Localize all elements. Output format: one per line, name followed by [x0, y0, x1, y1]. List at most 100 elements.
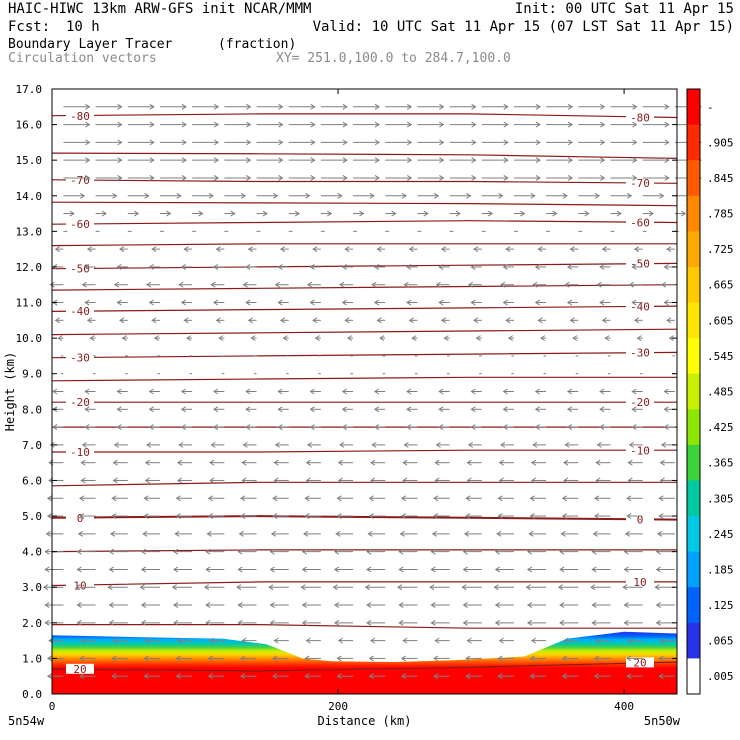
vector-head — [306, 441, 313, 448]
vector-head — [54, 246, 60, 253]
vector-head — [112, 192, 118, 199]
vector-head — [344, 317, 350, 324]
vector-head — [133, 210, 140, 217]
vector-head — [173, 566, 179, 573]
colorbar-swatch — [687, 409, 700, 446]
vector-head — [473, 246, 479, 253]
vector-head — [178, 281, 184, 288]
vector-head — [666, 317, 672, 324]
vector-head — [623, 619, 629, 626]
vector-head — [500, 441, 506, 448]
contour-line — [51, 661, 678, 672]
vector-head — [626, 495, 632, 502]
vector-head — [552, 210, 558, 217]
vector-head — [433, 655, 439, 662]
vector-head — [246, 157, 252, 164]
vector-head — [398, 619, 404, 626]
vector-head — [374, 103, 381, 110]
contour-line — [51, 201, 678, 207]
x-end-location: 5n50w — [644, 714, 681, 728]
vector-head — [246, 175, 252, 181]
vector-head — [526, 566, 533, 573]
vector-head — [601, 317, 607, 324]
vector-head — [470, 424, 476, 431]
vector-head — [400, 655, 407, 662]
vector-head — [181, 175, 187, 181]
field-units: (fraction) — [218, 37, 297, 52]
vector-head — [309, 299, 315, 306]
contour-label-bg — [66, 512, 94, 523]
vector-head — [564, 441, 570, 448]
vector-head — [277, 406, 283, 413]
vector-head — [332, 584, 338, 591]
vector-head — [44, 619, 50, 626]
vector-head — [175, 655, 181, 662]
vector-head — [666, 246, 672, 253]
vector-head — [239, 673, 246, 680]
colorbar-swatch — [687, 516, 700, 553]
contour-label: -40 — [630, 300, 650, 313]
contour-line — [51, 220, 678, 225]
vector-head — [599, 388, 605, 395]
vector-head — [205, 602, 211, 608]
vector-head — [101, 210, 107, 217]
vector-head — [342, 157, 348, 164]
vector-head — [430, 619, 436, 626]
vector-head — [430, 566, 436, 573]
vector-head — [180, 264, 187, 270]
vector-head — [305, 459, 311, 466]
vector-head — [111, 655, 117, 662]
colorbar-label: .545 — [707, 350, 734, 363]
contour-label-bg — [626, 301, 654, 312]
vector-head — [366, 619, 372, 626]
vector-head — [236, 584, 242, 591]
tracer-core — [52, 667, 677, 694]
vector-head — [86, 246, 93, 253]
vector-head — [659, 637, 665, 644]
contour-label: 10 — [73, 579, 86, 592]
vector-head — [498, 459, 504, 466]
vector-head — [279, 317, 286, 324]
vector-head — [207, 673, 214, 680]
vector-head — [632, 157, 638, 164]
vector-head — [85, 139, 91, 146]
tracer-shading — [52, 629, 677, 694]
vector-head — [631, 388, 637, 395]
vector-head — [557, 584, 564, 591]
vector-head — [439, 103, 445, 110]
vector-head — [245, 299, 251, 306]
vector-head — [593, 673, 600, 680]
vector-head — [278, 139, 284, 146]
vector-head — [327, 210, 333, 217]
vector-head — [143, 495, 149, 502]
colorbar-swatch — [687, 160, 700, 197]
vector-head — [246, 121, 252, 128]
vector-head — [497, 495, 503, 502]
contour-label: 0 — [77, 512, 84, 525]
vector-head — [107, 584, 113, 591]
vector-head — [591, 619, 597, 626]
vector-head — [245, 424, 251, 431]
vector-head — [84, 424, 90, 431]
vector-head — [429, 584, 435, 591]
vector-head — [438, 299, 444, 306]
vector-head — [494, 602, 501, 608]
y-tick-label: 10.0 — [16, 332, 43, 345]
vector-head — [303, 530, 309, 537]
vector-head — [212, 264, 219, 270]
vector-head — [439, 139, 445, 146]
vector-head — [663, 424, 669, 431]
vector-head — [140, 602, 147, 608]
vector-head — [465, 495, 471, 502]
vector-head — [591, 548, 597, 555]
vector-head — [342, 139, 348, 146]
vector-head — [440, 246, 447, 253]
vector-head — [535, 103, 541, 110]
vector-head — [337, 637, 344, 644]
vector-head — [600, 103, 606, 110]
vector-head — [559, 602, 565, 608]
vector-head — [273, 637, 279, 644]
vector-head — [148, 388, 154, 395]
vector-head — [344, 246, 350, 253]
vector-head — [569, 317, 575, 324]
